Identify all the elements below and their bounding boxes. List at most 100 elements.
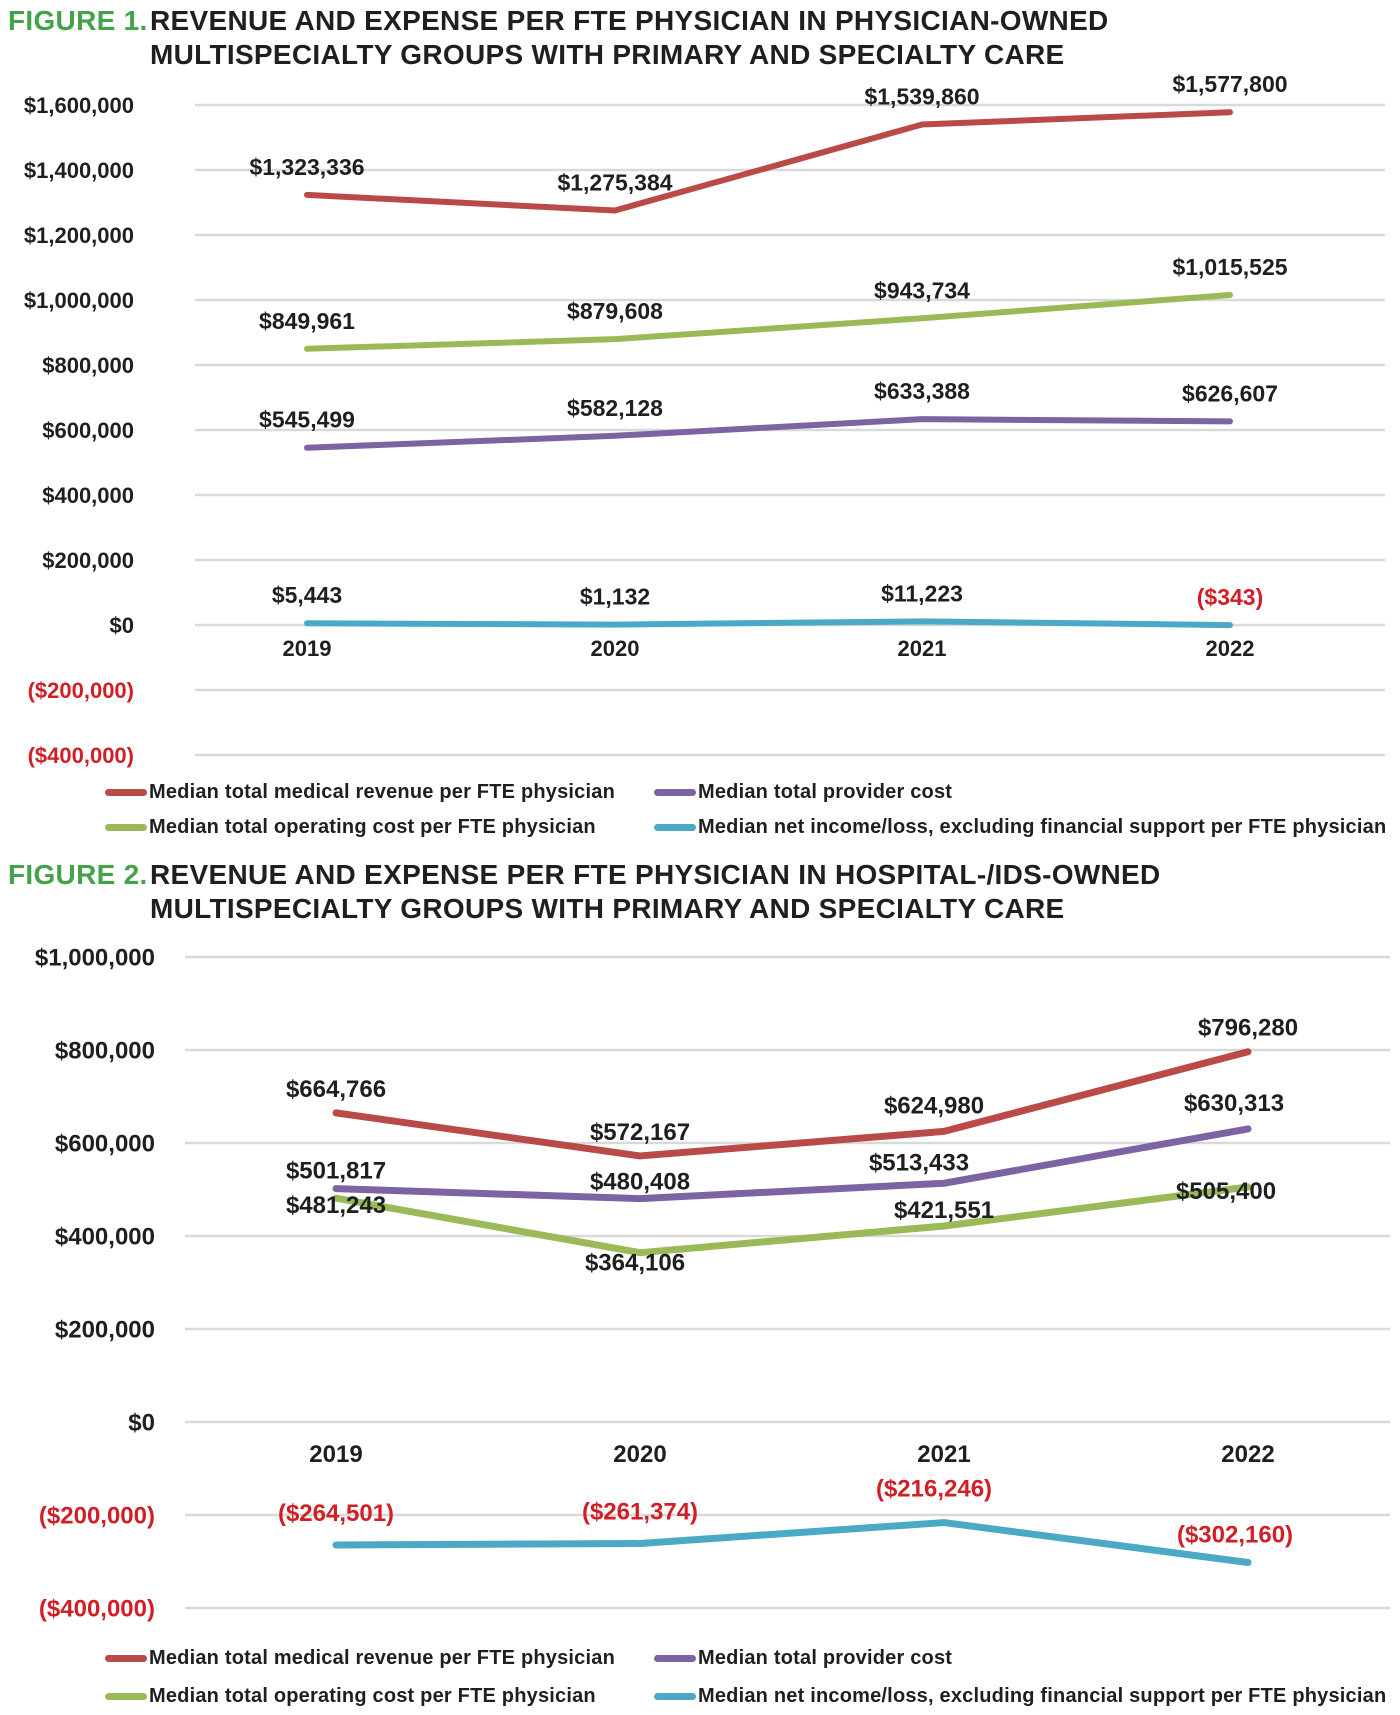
legend-label: Median total provider cost	[698, 780, 953, 803]
data-label: $572,167	[590, 1119, 690, 1146]
y-axis-tick-label: $1,600,000	[24, 93, 134, 118]
figure-2-title: REVENUE AND EXPENSE PER FTE PHYSICIAN IN…	[150, 858, 1161, 926]
data-label: ($216,246)	[876, 1476, 992, 1503]
series-line-operating	[304, 291, 1233, 352]
figure-1-title-line1: REVENUE AND EXPENSE PER FTE PHYSICIAN IN…	[150, 5, 1109, 36]
y-axis-tick-label: ($400,000)	[28, 743, 134, 768]
legend-swatch-provider-icon	[654, 788, 696, 796]
data-label: $633,388	[874, 378, 970, 404]
legend-label: Median total medical revenue per FTE phy…	[149, 1646, 615, 1669]
data-label: $796,280	[1198, 1015, 1298, 1042]
y-axis-tick-label: ($200,000)	[39, 1503, 155, 1530]
y-axis-tick-label: $200,000	[55, 1317, 155, 1344]
x-axis-year-label: 2020	[591, 636, 640, 661]
data-label: ($343)	[1197, 584, 1263, 610]
x-axis-year-label: 2021	[917, 1441, 970, 1468]
y-axis-tick-label: $0	[128, 1410, 155, 1437]
y-axis-tick-label: ($200,000)	[28, 678, 134, 703]
y-axis-tick-label: $1,000,000	[35, 945, 155, 972]
data-label: $513,433	[869, 1149, 969, 1176]
data-label: $364,106	[585, 1250, 685, 1277]
data-label: $1,539,860	[864, 84, 979, 110]
y-axis-tick-label: $200,000	[42, 548, 134, 573]
data-label: $626,607	[1182, 380, 1278, 406]
legend-swatch-operating-icon	[105, 1692, 147, 1700]
data-label: $879,608	[567, 298, 663, 324]
series-line-provider	[332, 1125, 1252, 1203]
data-label: $545,499	[259, 407, 355, 433]
data-label: $1,132	[580, 584, 650, 610]
y-axis-tick-label: $400,000	[42, 483, 134, 508]
legend-item-revenue: Median total medical revenue per FTE phy…	[105, 1645, 615, 1671]
y-axis-tick-label: $1,000,000	[24, 288, 134, 313]
data-label: $1,275,384	[557, 170, 672, 196]
y-axis-tick-label: $0	[110, 613, 134, 638]
legend-item-revenue: Median total medical revenue per FTE phy…	[105, 779, 615, 805]
legend-swatch-net-icon	[654, 823, 696, 831]
data-label: $1,015,525	[1172, 254, 1287, 280]
legend-item-provider: Median total provider cost	[654, 779, 952, 805]
legend-swatch-provider-icon	[654, 1654, 696, 1662]
data-label: ($264,501)	[278, 1500, 394, 1527]
legend-item-operating: Median total operating cost per FTE phys…	[105, 814, 596, 840]
x-axis-year-label: 2019	[309, 1441, 362, 1468]
figure-2-chart: $1,000,000 $800,000 $600,000 $400,000 $200,0…	[35, 945, 1390, 1623]
data-label: ($302,160)	[1177, 1522, 1293, 1549]
x-axis-year-label: 2022	[1221, 1441, 1274, 1468]
y-axis-tick-label: $800,000	[55, 1038, 155, 1065]
data-label: $849,961	[259, 308, 355, 334]
figure-2-title-line2: MULTISPECIALTY GROUPS WITH PRIMARY AND S…	[150, 893, 1065, 924]
series-line-net	[304, 618, 1233, 629]
legend-item-provider: Median total provider cost	[654, 1645, 952, 1671]
data-label: $505,400	[1176, 1178, 1276, 1205]
data-label: $664,766	[286, 1076, 386, 1103]
figure-2-title-line1: REVENUE AND EXPENSE PER FTE PHYSICIAN IN…	[150, 859, 1161, 890]
data-label: $501,817	[286, 1158, 386, 1185]
data-label: $5,443	[272, 582, 342, 608]
figure-2-header: FIGURE 2. REVENUE AND EXPENSE PER FTE PH…	[8, 858, 1161, 926]
legend-row: Median total operating cost per FTE phys…	[0, 814, 1400, 840]
figure-1-title-line2: MULTISPECIALTY GROUPS WITH PRIMARY AND S…	[150, 39, 1065, 70]
data-label: $421,551	[894, 1197, 994, 1224]
x-axis-year-label: 2021	[898, 636, 947, 661]
series-line-operating	[332, 1183, 1252, 1257]
data-label: $11,223	[881, 580, 963, 606]
data-label: $480,408	[590, 1169, 690, 1196]
legend-row: Median total medical revenue per FTE phy…	[0, 1645, 1400, 1671]
legend-item-net: Median net income/loss, excluding financ…	[654, 1683, 1386, 1709]
y-axis-tick-label: $1,400,000	[24, 158, 134, 183]
series-line-provider	[304, 416, 1233, 451]
y-axis-tick-label: $600,000	[42, 418, 134, 443]
series-line-net	[332, 1519, 1252, 1567]
y-axis-tick-label: $600,000	[55, 1131, 155, 1158]
y-axis-tick-label: ($400,000)	[39, 1596, 155, 1623]
y-axis-tick-label: $1,200,000	[24, 223, 134, 248]
x-axis-year-label: 2022	[1206, 636, 1255, 661]
legend-label: Median total medical revenue per FTE phy…	[149, 780, 615, 803]
legend-label: Median total provider cost	[698, 1646, 953, 1669]
legend-swatch-operating-icon	[105, 823, 147, 831]
data-label: $624,980	[884, 1092, 984, 1119]
legend-item-net: Median net income/loss, excluding financ…	[654, 814, 1386, 840]
legend-item-operating: Median total operating cost per FTE phys…	[105, 1683, 596, 1709]
legend-row: Median total medical revenue per FTE phy…	[0, 779, 1400, 805]
data-label: $943,734	[874, 277, 970, 303]
data-label: $630,313	[1184, 1090, 1284, 1117]
legend-row: Median total operating cost per FTE phys…	[0, 1683, 1400, 1709]
y-axis-tick-label: $800,000	[42, 353, 134, 378]
data-label: ($261,374)	[582, 1499, 698, 1526]
series-line-revenue	[304, 109, 1233, 214]
data-label: $481,243	[286, 1192, 386, 1219]
figure-1-chart: $1,600,000 $1,400,000 $1,200,000 $1,000,000…	[24, 71, 1385, 768]
y-axis-tick-label: $400,000	[55, 1224, 155, 1251]
legend-swatch-revenue-icon	[105, 788, 147, 796]
legend-label: Median net income/loss, excluding financ…	[698, 1684, 1387, 1707]
data-label: $1,323,336	[249, 154, 364, 180]
data-label: $1,577,800	[1172, 71, 1287, 97]
legend-swatch-revenue-icon	[105, 1654, 147, 1662]
figure-1-title: REVENUE AND EXPENSE PER FTE PHYSICIAN IN…	[150, 4, 1109, 72]
figure-1-header: FIGURE 1. REVENUE AND EXPENSE PER FTE PH…	[8, 4, 1109, 72]
data-label: $582,128	[567, 395, 663, 421]
legend-swatch-net-icon	[654, 1692, 696, 1700]
figure-2-label: FIGURE 2.	[8, 859, 148, 890]
